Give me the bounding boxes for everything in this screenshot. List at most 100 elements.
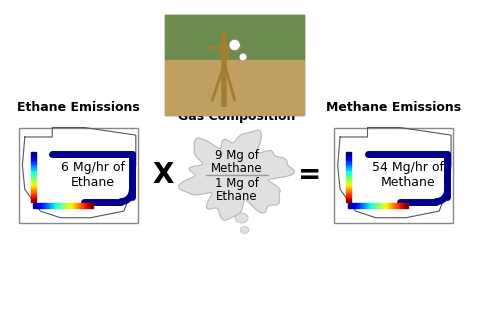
Text: Methane Emissions: Methane Emissions — [326, 100, 461, 114]
Bar — [31, 167, 36, 169]
Bar — [350, 203, 352, 208]
Bar — [31, 190, 36, 192]
Text: Gas Composition: Gas Composition — [178, 110, 295, 123]
Bar — [346, 188, 351, 190]
Bar — [346, 162, 351, 164]
Bar — [57, 203, 59, 208]
Bar — [77, 203, 79, 208]
Bar — [376, 203, 378, 208]
Bar — [71, 203, 73, 208]
Bar — [346, 193, 351, 195]
Bar — [346, 179, 351, 180]
Bar — [354, 203, 356, 208]
FancyBboxPatch shape — [19, 127, 138, 222]
Bar — [31, 164, 36, 165]
Ellipse shape — [235, 213, 248, 223]
Bar — [346, 197, 351, 198]
Bar — [31, 157, 36, 159]
Text: 9 Mg of: 9 Mg of — [215, 149, 259, 162]
Bar — [346, 180, 351, 182]
Bar — [55, 203, 57, 208]
Bar — [165, 15, 304, 115]
Bar — [53, 203, 55, 208]
Text: X: X — [152, 161, 174, 189]
Bar — [346, 185, 351, 187]
Bar — [31, 185, 36, 187]
Bar — [346, 192, 351, 193]
Bar — [31, 180, 36, 182]
Bar — [346, 159, 351, 160]
Bar — [359, 203, 360, 208]
Bar — [400, 203, 402, 208]
Bar — [346, 175, 351, 177]
Bar — [45, 203, 47, 208]
Bar — [85, 203, 87, 208]
Bar — [404, 203, 406, 208]
Bar — [89, 203, 91, 208]
Bar — [366, 203, 368, 208]
Bar — [79, 203, 81, 208]
Bar — [380, 203, 382, 208]
Bar — [346, 157, 351, 159]
Bar — [396, 203, 398, 208]
Text: Ethane: Ethane — [216, 190, 257, 203]
Bar — [368, 203, 370, 208]
Bar — [346, 182, 351, 183]
Bar — [372, 203, 374, 208]
Bar — [348, 203, 350, 208]
Bar — [31, 200, 36, 202]
FancyBboxPatch shape — [334, 127, 454, 222]
Text: =: = — [298, 161, 321, 189]
Bar — [370, 203, 372, 208]
Bar — [31, 169, 36, 170]
Text: 1 Mg of: 1 Mg of — [215, 177, 259, 190]
Bar — [346, 172, 351, 174]
Bar — [374, 203, 376, 208]
Bar — [384, 203, 386, 208]
Bar — [31, 197, 36, 198]
Bar — [346, 195, 351, 197]
Bar — [49, 203, 51, 208]
Bar — [346, 170, 351, 172]
Bar — [346, 154, 351, 156]
Bar — [360, 203, 362, 208]
Bar — [75, 203, 77, 208]
Ellipse shape — [240, 227, 249, 234]
Text: 6 Mg/hr of
Ethane: 6 Mg/hr of Ethane — [61, 161, 125, 189]
Bar — [43, 203, 45, 208]
Bar — [31, 188, 36, 190]
Bar — [31, 187, 36, 188]
Text: Methane: Methane — [211, 162, 263, 175]
Bar — [386, 203, 388, 208]
Bar — [47, 203, 49, 208]
Bar — [346, 177, 351, 179]
Bar — [165, 60, 304, 115]
Bar — [346, 167, 351, 169]
Bar — [346, 200, 351, 202]
Bar — [364, 203, 366, 208]
Text: Ethane Emissions: Ethane Emissions — [17, 100, 140, 114]
Bar — [346, 190, 351, 192]
Bar — [33, 203, 35, 208]
Bar — [392, 203, 394, 208]
Bar — [37, 203, 39, 208]
Polygon shape — [179, 130, 295, 220]
Bar — [406, 203, 408, 208]
Bar — [378, 203, 380, 208]
Bar — [352, 203, 354, 208]
Bar — [31, 160, 36, 162]
Bar — [31, 170, 36, 172]
Bar — [59, 203, 61, 208]
Bar — [31, 162, 36, 164]
Bar — [65, 203, 67, 208]
Bar — [346, 174, 351, 175]
Circle shape — [229, 39, 240, 51]
Bar — [31, 172, 36, 174]
Bar — [69, 203, 71, 208]
Bar — [356, 203, 359, 208]
Bar — [390, 203, 392, 208]
Bar — [346, 165, 351, 167]
Bar — [362, 203, 364, 208]
Bar — [81, 203, 83, 208]
Bar — [31, 195, 36, 197]
